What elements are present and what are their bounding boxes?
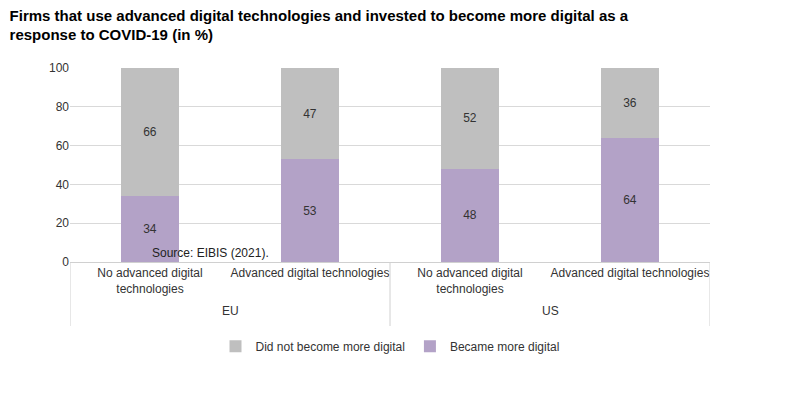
svg-text:60: 60	[56, 139, 70, 153]
svg-text:No advanced digitaltechnologie: No advanced digitaltechnologies	[97, 266, 202, 296]
svg-text:40: 40	[56, 178, 70, 192]
svg-text:52: 52	[463, 111, 477, 125]
svg-text:47: 47	[303, 107, 317, 121]
svg-text:80: 80	[56, 100, 70, 114]
svg-text:100: 100	[49, 61, 69, 75]
svg-text:64: 64	[623, 193, 637, 207]
svg-text:Did not become more digital: Did not become more digital	[256, 340, 405, 354]
svg-text:EU: EU	[222, 304, 239, 318]
svg-text:66: 66	[143, 125, 157, 139]
svg-text:0: 0	[62, 255, 69, 269]
svg-text:34: 34	[143, 222, 157, 236]
svg-text:US: US	[542, 304, 559, 318]
svg-text:Became more digital: Became more digital	[450, 340, 559, 354]
svg-text:Firms that use advanced digita: Firms that use advanced digital technolo…	[10, 7, 629, 44]
svg-text:Source: EIBIS (2021).: Source: EIBIS (2021).	[152, 246, 269, 260]
svg-text:No advanced digitaltechnologie: No advanced digitaltechnologies	[417, 266, 522, 296]
svg-text:53: 53	[303, 204, 317, 218]
svg-text:48: 48	[463, 208, 477, 222]
svg-text:36: 36	[623, 96, 637, 110]
svg-text:Advanced digital technologies: Advanced digital technologies	[231, 266, 390, 280]
svg-text:20: 20	[56, 216, 70, 230]
svg-text:Advanced digital technologies: Advanced digital technologies	[551, 266, 710, 280]
